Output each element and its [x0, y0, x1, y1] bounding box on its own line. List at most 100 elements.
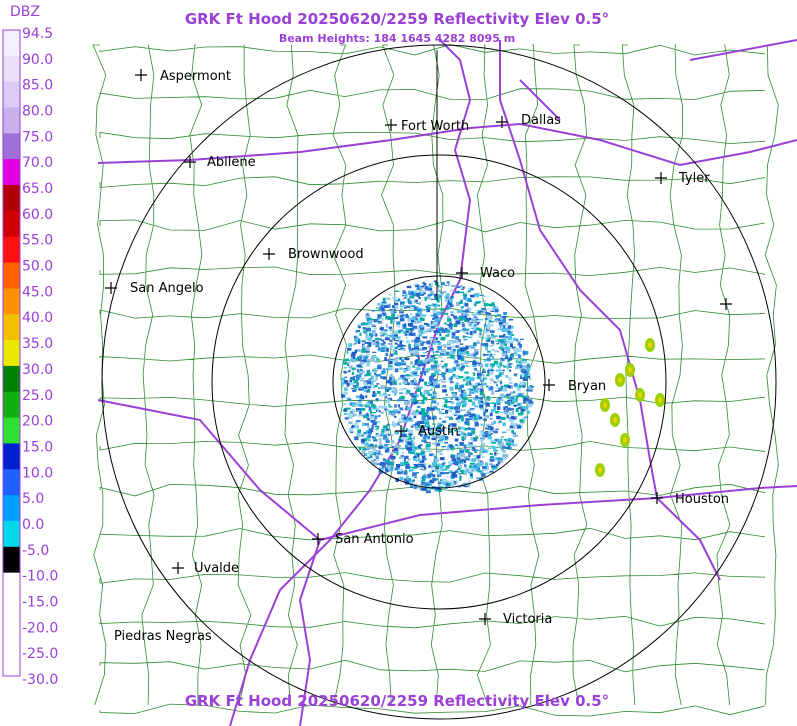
echo — [415, 317, 418, 320]
echo — [505, 446, 510, 449]
echo — [394, 334, 398, 337]
echo — [427, 304, 432, 307]
echo — [502, 357, 505, 361]
echo — [412, 370, 418, 373]
echo — [455, 320, 461, 325]
legend-label: 94.5 — [22, 26, 53, 42]
echo — [422, 370, 427, 373]
echo — [349, 409, 354, 413]
echo — [508, 377, 512, 381]
echo — [381, 304, 384, 309]
echo — [360, 360, 364, 362]
echo — [350, 426, 354, 429]
echo — [410, 330, 413, 333]
echo — [454, 392, 458, 396]
echo — [470, 427, 476, 431]
echo — [490, 409, 495, 413]
echo — [434, 458, 439, 462]
echo — [429, 483, 433, 487]
echo — [515, 395, 519, 399]
echo — [434, 296, 438, 301]
echo — [435, 432, 439, 436]
echo — [466, 317, 472, 321]
echo — [444, 412, 449, 415]
echo — [449, 471, 452, 474]
echo — [403, 306, 407, 309]
echo — [411, 294, 417, 297]
echo — [456, 446, 460, 448]
echo — [355, 395, 359, 399]
echo — [390, 316, 394, 320]
echo — [386, 359, 390, 362]
echo — [435, 320, 441, 323]
echo — [497, 327, 500, 331]
echo — [461, 471, 465, 475]
echo — [357, 402, 363, 407]
echo — [389, 347, 393, 350]
echo — [370, 402, 373, 405]
echo — [444, 399, 448, 404]
echo — [404, 455, 409, 459]
echo — [491, 378, 494, 382]
echo — [414, 360, 419, 364]
echo — [495, 384, 499, 387]
echo — [429, 453, 435, 457]
echo — [418, 333, 422, 337]
echo — [387, 367, 392, 369]
echo — [381, 463, 386, 468]
echo — [413, 485, 417, 490]
echo — [418, 463, 423, 468]
echo — [484, 462, 489, 467]
echo — [429, 433, 435, 437]
echo — [506, 366, 509, 370]
echo — [394, 347, 398, 350]
echo — [374, 406, 377, 410]
echo — [384, 400, 390, 404]
echo — [438, 424, 443, 427]
echo — [500, 385, 504, 387]
echo — [448, 325, 452, 329]
echo — [432, 394, 437, 399]
echo — [463, 434, 467, 436]
echo — [390, 458, 394, 460]
echo — [459, 385, 465, 388]
city-marker — [651, 492, 663, 504]
echo — [373, 459, 377, 461]
echo — [477, 382, 480, 386]
echo — [408, 466, 414, 468]
echo — [352, 359, 357, 363]
echo — [480, 311, 484, 313]
echo — [362, 345, 366, 348]
echo — [397, 399, 402, 402]
echo-core — [613, 417, 617, 423]
echo — [372, 462, 377, 466]
echo — [373, 367, 377, 372]
echo — [429, 379, 433, 384]
echo — [483, 359, 487, 362]
echo — [427, 480, 430, 484]
echo — [415, 353, 419, 357]
echo — [421, 482, 426, 486]
echo — [506, 330, 511, 333]
echo — [398, 388, 404, 391]
echo — [375, 310, 379, 312]
echo — [394, 361, 400, 365]
echo — [444, 472, 450, 475]
echo — [469, 346, 475, 349]
echo — [359, 332, 362, 336]
echo — [450, 296, 454, 299]
echo — [341, 381, 345, 384]
echo — [433, 353, 439, 356]
echo — [489, 321, 494, 323]
echo — [382, 437, 386, 440]
echo — [507, 327, 511, 329]
echo — [440, 379, 443, 381]
echo — [463, 459, 466, 464]
echo — [461, 322, 464, 324]
echo — [485, 424, 491, 428]
echo — [509, 408, 514, 411]
echo — [469, 377, 475, 382]
echo — [354, 385, 358, 389]
echo — [436, 488, 442, 491]
echo — [468, 399, 473, 403]
